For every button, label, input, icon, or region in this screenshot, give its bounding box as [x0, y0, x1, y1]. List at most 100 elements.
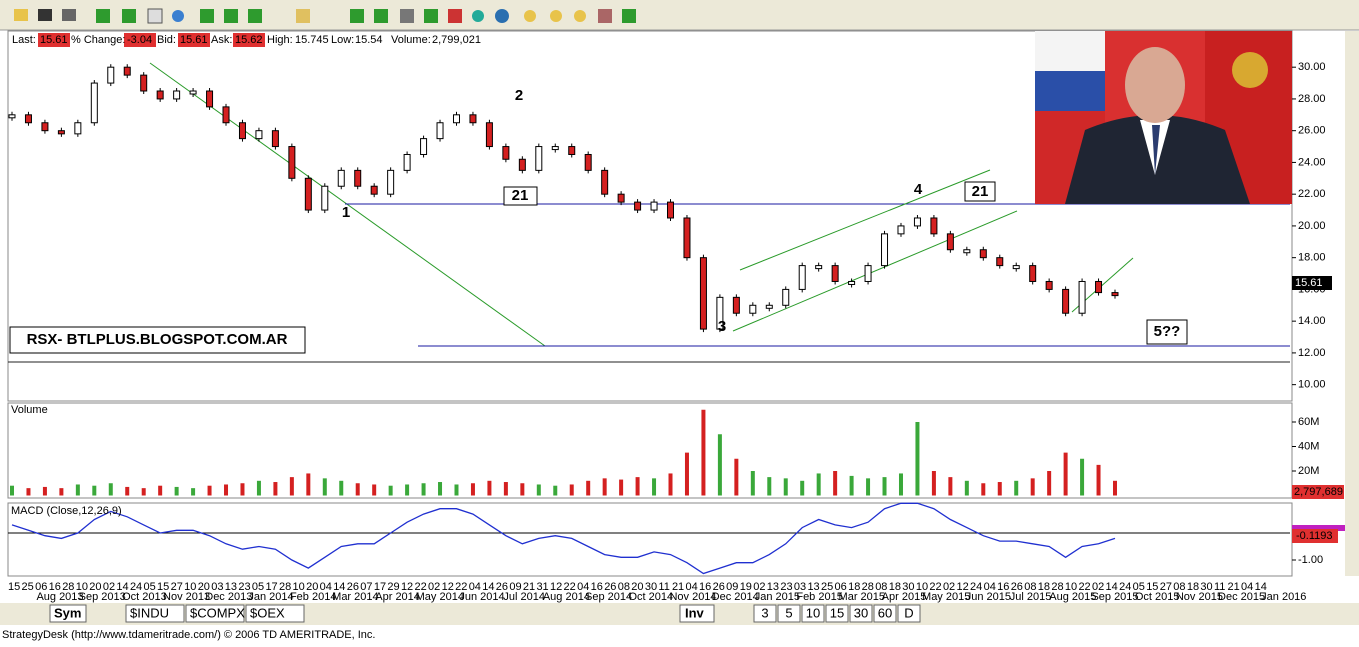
- x-tick-label: 11: [1214, 581, 1225, 593]
- x-tick-label: 10: [184, 581, 196, 593]
- x-tick-label: 04: [469, 581, 481, 593]
- x-tick-label: Jun 2014: [459, 591, 504, 603]
- tab[interactable]: [801, 604, 825, 623]
- scrollbar[interactable]: [1345, 31, 1359, 576]
- tab[interactable]: [849, 604, 873, 623]
- tab-label[interactable]: Inv: [685, 605, 705, 620]
- tab[interactable]: [753, 604, 777, 623]
- y-tick-label: 20.00: [1298, 220, 1326, 232]
- volume-bar: [635, 477, 640, 496]
- tab-label[interactable]: $COMPX: [190, 605, 245, 620]
- tab[interactable]: [125, 604, 185, 623]
- x-tick-label: 13: [807, 581, 819, 593]
- volume-bar: [1113, 480, 1117, 496]
- tab-label[interactable]: 30: [854, 605, 868, 620]
- x-tick-label: Aug 2014: [543, 591, 590, 603]
- x-tick-label: 05: [252, 581, 264, 593]
- candle: [913, 217, 921, 227]
- x-tick-label: 10: [76, 581, 88, 593]
- x-tick-label: 25: [821, 581, 833, 593]
- x-tick-label: 14: [333, 581, 345, 593]
- candle: [716, 296, 724, 330]
- x-tick-label: 26: [347, 581, 359, 593]
- tab-label[interactable]: $INDU: [130, 605, 169, 620]
- volume-bar: [470, 483, 475, 496]
- candle: [74, 122, 82, 135]
- x-tick-label: 11: [658, 581, 669, 593]
- candle: [815, 265, 823, 270]
- tab-label[interactable]: 10: [806, 605, 820, 620]
- volume-bar: [602, 478, 607, 496]
- candle: [238, 122, 246, 140]
- tab-label[interactable]: $OEX: [250, 605, 285, 620]
- volume-bar: [339, 480, 344, 496]
- candle: [370, 185, 378, 195]
- candle: [864, 265, 872, 282]
- y-tick-label: 12.00: [1298, 347, 1326, 359]
- x-tick-label: Nov 2015: [1176, 591, 1223, 603]
- x-tick-label: 10: [293, 581, 305, 593]
- volume-bar: [898, 473, 903, 496]
- panel-title: Volume: [11, 404, 48, 416]
- tab[interactable]: [825, 604, 849, 623]
- candle: [156, 90, 164, 100]
- volume-bar: [833, 471, 838, 496]
- tab[interactable]: [897, 604, 921, 623]
- x-tick-label: 04: [686, 581, 698, 593]
- candle: [798, 265, 806, 290]
- x-tick-label: Mar 2015: [839, 591, 885, 603]
- volume-bar: [800, 480, 805, 496]
- x-tick-label: 17: [265, 581, 277, 593]
- x-tick-label: 26: [713, 581, 725, 593]
- tab-label[interactable]: 60: [878, 605, 892, 620]
- y-tick-label: 10.00: [1298, 379, 1326, 391]
- tab-label[interactable]: D: [904, 605, 913, 620]
- label: Ask:: [211, 34, 232, 46]
- x-tick-label: 28: [862, 581, 874, 593]
- x-tick-label: 20: [306, 581, 318, 593]
- tab-label[interactable]: Sym: [54, 605, 81, 620]
- volume-bar: [668, 473, 673, 496]
- volume-bar: [750, 471, 755, 496]
- tab[interactable]: [245, 604, 305, 623]
- volume-bar: [503, 482, 508, 496]
- tab-label[interactable]: 15: [830, 605, 844, 620]
- x-tick-label: Apr 2015: [882, 591, 927, 603]
- volume-bar: [487, 480, 492, 496]
- tab[interactable]: [777, 604, 801, 623]
- candle: [24, 114, 32, 124]
- volume-bar: [141, 488, 146, 496]
- x-tick-label: 20: [198, 581, 210, 593]
- x-tick-label: Dec 2015: [1218, 591, 1265, 603]
- x-tick-label: 03: [794, 581, 806, 593]
- volume-bar: [1096, 464, 1101, 496]
- x-tick-label: Jan 2015: [755, 591, 800, 603]
- x-tick-label: 25: [22, 581, 34, 593]
- label: Volume:: [391, 34, 431, 46]
- volume-bar: [816, 473, 821, 496]
- tab-label[interactable]: 3: [761, 605, 768, 620]
- x-tick-label: 24: [1119, 581, 1131, 593]
- tab[interactable]: [679, 604, 715, 623]
- volume-bar: [322, 478, 327, 496]
- toolbar-icons[interactable]: [14, 8, 636, 24]
- y-tick-label: 60M: [1298, 416, 1319, 428]
- tab[interactable]: [49, 604, 87, 623]
- volume-bar: [289, 477, 294, 496]
- tab[interactable]: [873, 604, 897, 623]
- volume-bar: [964, 480, 969, 496]
- volume-bar: [158, 485, 163, 496]
- x-tick-label: 24: [130, 581, 142, 593]
- tab-label[interactable]: 5: [785, 605, 792, 620]
- volume-bar: [553, 485, 558, 496]
- tab[interactable]: [185, 604, 245, 623]
- candle: [699, 257, 707, 330]
- candle: [304, 177, 312, 211]
- x-tick-label: 13: [767, 581, 779, 593]
- volume-bar: [717, 434, 722, 496]
- volume-bar: [866, 478, 871, 496]
- x-tick-label: 16: [591, 581, 603, 593]
- x-tick-label: Feb 2015: [796, 591, 842, 603]
- volume-bar: [931, 471, 936, 496]
